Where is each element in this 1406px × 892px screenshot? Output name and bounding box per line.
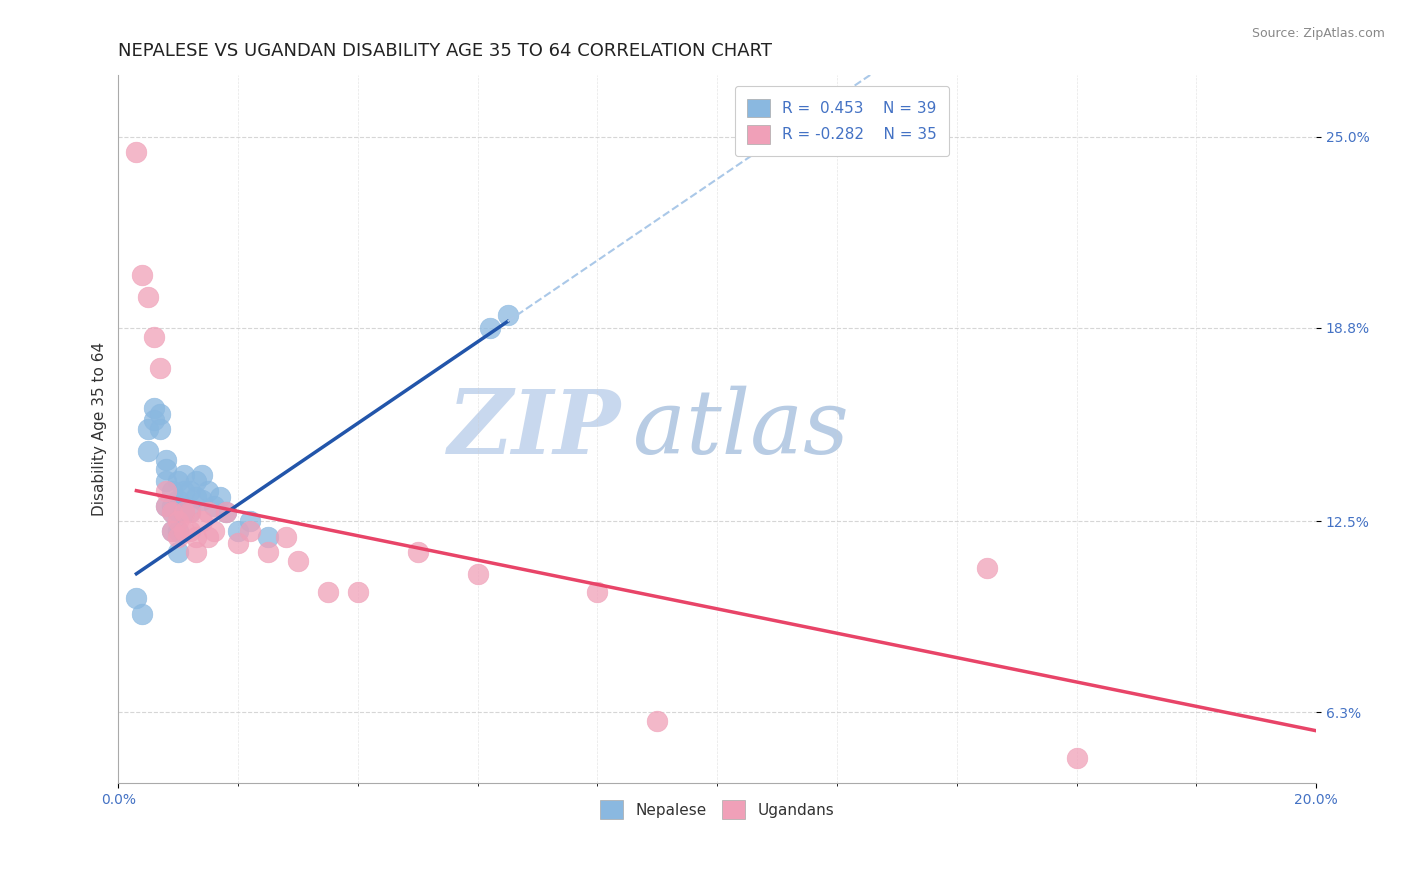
- Point: [586, 585, 609, 599]
- Point: [209, 490, 232, 504]
- Point: [239, 515, 262, 529]
- Point: [162, 524, 184, 538]
- Point: [149, 422, 172, 436]
- Point: [131, 268, 153, 283]
- Point: [138, 443, 160, 458]
- Point: [215, 505, 238, 519]
- Point: [186, 530, 208, 544]
- Point: [191, 515, 214, 529]
- Point: [143, 401, 166, 415]
- Point: [215, 505, 238, 519]
- Point: [149, 360, 172, 375]
- Point: [274, 530, 297, 544]
- Point: [143, 330, 166, 344]
- Point: [167, 492, 190, 507]
- Point: [173, 505, 195, 519]
- Point: [125, 591, 148, 606]
- Text: NEPALESE VS UGANDAN DISABILITY AGE 35 TO 64 CORRELATION CHART: NEPALESE VS UGANDAN DISABILITY AGE 35 TO…: [118, 42, 772, 60]
- Point: [155, 475, 177, 489]
- Point: [167, 505, 190, 519]
- Point: [162, 505, 184, 519]
- Point: [647, 714, 669, 729]
- Point: [138, 422, 160, 436]
- Y-axis label: Disability Age 35 to 64: Disability Age 35 to 64: [93, 342, 107, 516]
- Point: [191, 492, 214, 507]
- Point: [155, 499, 177, 513]
- Point: [478, 320, 501, 334]
- Point: [138, 290, 160, 304]
- Point: [976, 560, 998, 574]
- Point: [1066, 751, 1088, 765]
- Point: [173, 468, 195, 483]
- Point: [167, 515, 190, 529]
- Point: [173, 524, 195, 538]
- Legend: Nepalese, Ugandans: Nepalese, Ugandans: [595, 794, 841, 825]
- Point: [179, 505, 201, 519]
- Point: [467, 566, 489, 581]
- Point: [226, 524, 249, 538]
- Point: [162, 505, 184, 519]
- Point: [257, 545, 280, 559]
- Point: [186, 490, 208, 504]
- Point: [197, 505, 219, 519]
- Point: [226, 536, 249, 550]
- Point: [155, 453, 177, 467]
- Point: [406, 545, 429, 559]
- Point: [125, 145, 148, 160]
- Text: Source: ZipAtlas.com: Source: ZipAtlas.com: [1251, 27, 1385, 40]
- Point: [496, 308, 519, 322]
- Point: [347, 585, 370, 599]
- Point: [287, 554, 309, 568]
- Point: [149, 407, 172, 421]
- Point: [167, 475, 190, 489]
- Point: [162, 499, 184, 513]
- Point: [162, 483, 184, 498]
- Point: [202, 524, 225, 538]
- Point: [202, 499, 225, 513]
- Point: [197, 483, 219, 498]
- Point: [257, 530, 280, 544]
- Point: [167, 524, 190, 538]
- Point: [239, 524, 262, 538]
- Point: [179, 505, 201, 519]
- Point: [173, 483, 195, 498]
- Point: [162, 524, 184, 538]
- Point: [155, 462, 177, 476]
- Point: [186, 475, 208, 489]
- Point: [155, 499, 177, 513]
- Point: [179, 483, 201, 498]
- Point: [143, 413, 166, 427]
- Text: atlas: atlas: [634, 385, 849, 473]
- Point: [167, 545, 190, 559]
- Text: ZIP: ZIP: [449, 386, 621, 473]
- Point: [131, 607, 153, 621]
- Point: [167, 530, 190, 544]
- Point: [316, 585, 339, 599]
- Point: [197, 530, 219, 544]
- Point: [155, 483, 177, 498]
- Point: [191, 468, 214, 483]
- Point: [179, 524, 201, 538]
- Point: [173, 505, 195, 519]
- Point: [186, 545, 208, 559]
